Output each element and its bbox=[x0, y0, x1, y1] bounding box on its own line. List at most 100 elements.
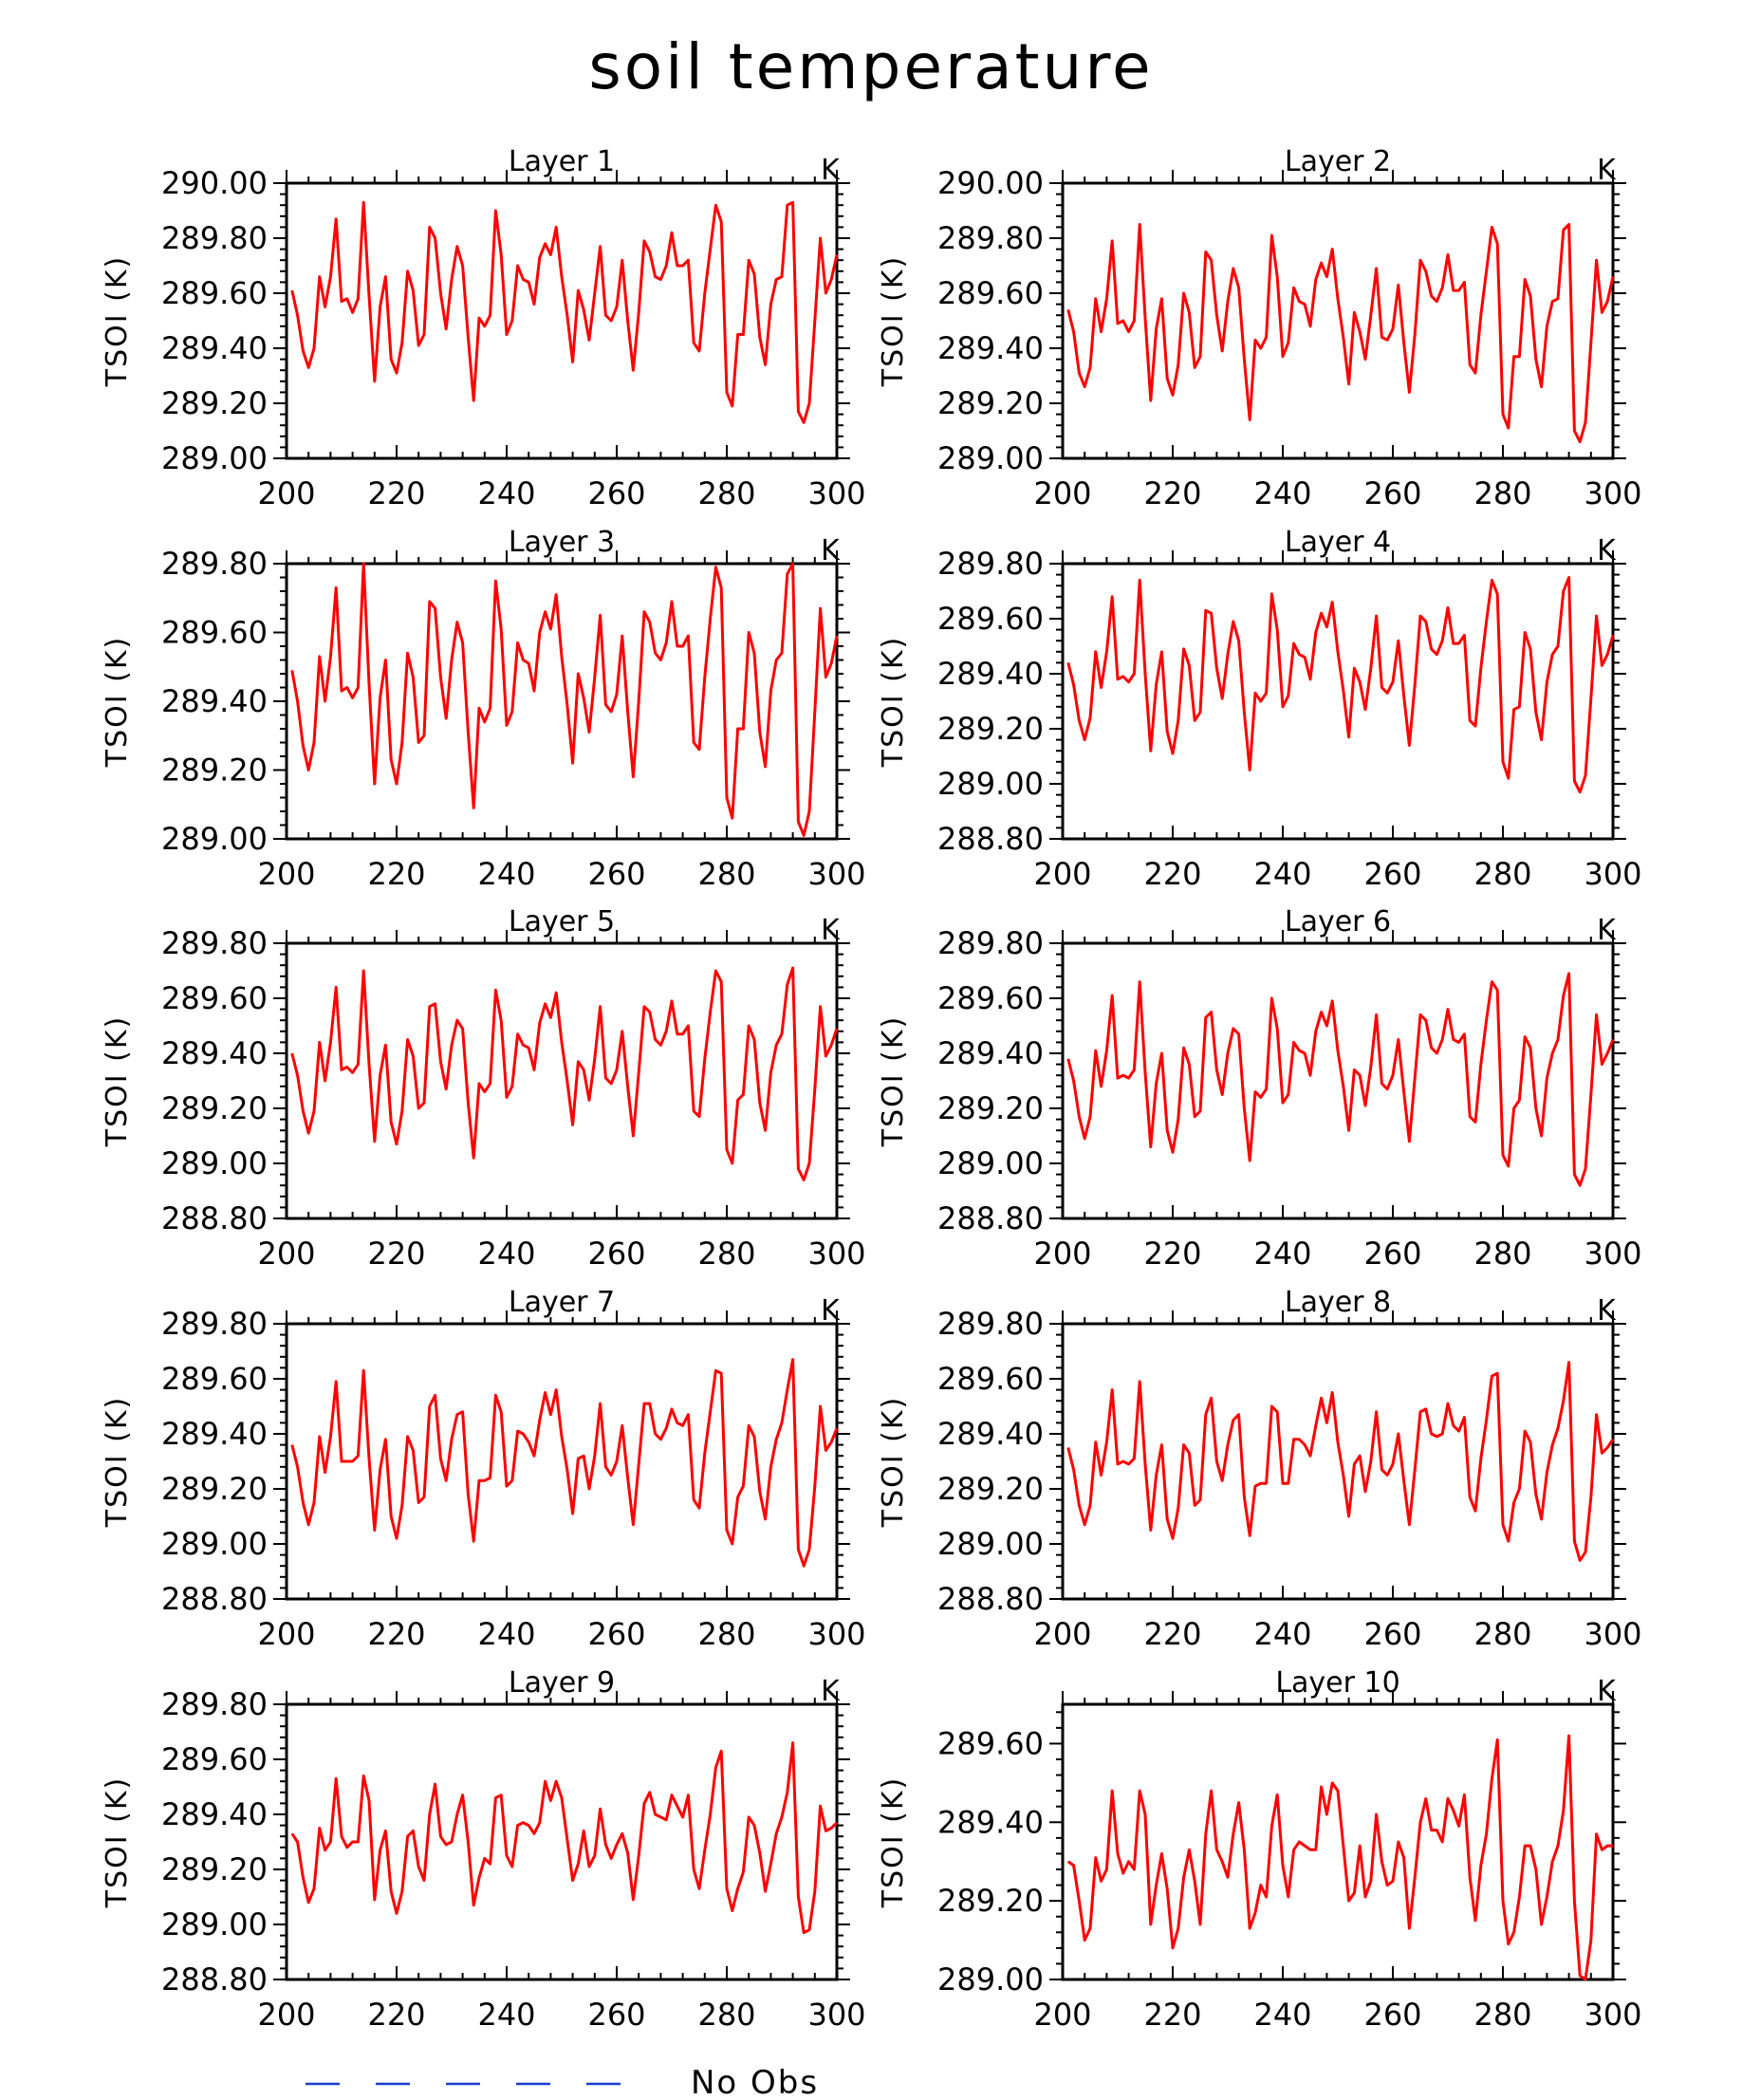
y-tick-label: 289.40 bbox=[161, 1796, 268, 1832]
x-tick-label: 280 bbox=[1473, 475, 1531, 511]
plot-frame bbox=[285, 1322, 839, 1601]
panel-title: Layer 5 bbox=[509, 905, 615, 938]
y-tick-label: 288.80 bbox=[937, 1200, 1044, 1236]
y-tick-label: 288.80 bbox=[937, 1581, 1044, 1617]
y-tick-label: 289.40 bbox=[161, 1416, 268, 1452]
x-tick-label: 300 bbox=[807, 1997, 865, 2033]
panel-layer-2: Layer 2 K 200 220 240 260 280 300 289.00 289.20 28… bbox=[877, 145, 1642, 511]
panel-layer-6: Layer 6 K 200 220 240 260 280 300 288.80 289.00 28… bbox=[877, 905, 1642, 1272]
x-tick-label: 300 bbox=[1584, 1616, 1641, 1652]
series-line bbox=[1066, 223, 1615, 444]
x-tick-label: 220 bbox=[1143, 1997, 1201, 2033]
x-tick-label: 200 bbox=[1033, 1997, 1091, 2033]
x-tick-label: 280 bbox=[1473, 1236, 1531, 1272]
y-tick-label: 288.80 bbox=[161, 1581, 268, 1617]
y-tick-label: 289.00 bbox=[937, 1145, 1044, 1181]
y-tick-label: 288.80 bbox=[161, 1200, 268, 1236]
y-axis-label: TSOI (K) bbox=[101, 1015, 134, 1147]
y-tick-label: 289.40 bbox=[937, 656, 1044, 692]
y-tick-label: 289.60 bbox=[161, 275, 268, 311]
panel-title: Layer 2 bbox=[1285, 145, 1391, 178]
x-tick-label: 280 bbox=[1473, 1616, 1531, 1652]
y-axis-label: TSOI (K) bbox=[877, 1776, 910, 1908]
y-tick-label: 289.00 bbox=[161, 1145, 268, 1181]
panel-title: Layer 3 bbox=[509, 526, 615, 559]
unit-label: K bbox=[1597, 534, 1617, 567]
unit-label: K bbox=[1597, 914, 1617, 947]
series-line bbox=[290, 200, 839, 424]
x-tick-label: 280 bbox=[697, 1616, 755, 1652]
y-axis-label: TSOI (K) bbox=[877, 255, 910, 387]
x-tick-label: 200 bbox=[257, 1236, 315, 1272]
x-tick-label: 260 bbox=[1363, 856, 1421, 892]
y-tick-label: 289.40 bbox=[937, 1035, 1044, 1071]
y-tick-label: 289.40 bbox=[161, 683, 268, 719]
plot-frame bbox=[285, 181, 839, 460]
x-tick-label: 300 bbox=[807, 1616, 865, 1652]
legend-label: No Obs bbox=[691, 2064, 819, 2100]
x-tick-label: 200 bbox=[1033, 1236, 1091, 1272]
x-tick-label: 240 bbox=[477, 1616, 535, 1652]
y-tick-label: 288.80 bbox=[937, 821, 1044, 857]
x-tick-label: 300 bbox=[1584, 1997, 1641, 2033]
panel-title: Layer 8 bbox=[1285, 1286, 1391, 1319]
y-tick-label: 289.80 bbox=[161, 1686, 268, 1722]
y-tick-label: 289.40 bbox=[937, 1804, 1044, 1840]
plot-frame bbox=[1061, 1322, 1615, 1601]
y-tick-label: 289.60 bbox=[161, 980, 268, 1016]
panel-title: Layer 4 bbox=[1285, 526, 1391, 559]
y-tick-label: 289.00 bbox=[937, 1961, 1044, 1998]
y-tick-label: 289.00 bbox=[937, 1526, 1044, 1562]
panel-title: Layer 10 bbox=[1275, 1666, 1399, 1700]
x-tick-label: 220 bbox=[367, 856, 425, 892]
y-tick-label: 289.20 bbox=[937, 1883, 1044, 1919]
y-tick-label: 289.60 bbox=[161, 1741, 268, 1777]
x-tick-label: 280 bbox=[697, 475, 755, 511]
series-line bbox=[290, 966, 839, 1181]
x-tick-label: 280 bbox=[697, 856, 755, 892]
series-line bbox=[290, 1741, 839, 1935]
x-tick-label: 300 bbox=[1584, 475, 1641, 511]
x-tick-label: 200 bbox=[1033, 475, 1091, 511]
x-tick-label: 260 bbox=[1363, 1616, 1421, 1652]
x-tick-label: 260 bbox=[587, 1236, 645, 1272]
plot-frame bbox=[1061, 941, 1615, 1220]
y-tick-label: 289.20 bbox=[937, 385, 1044, 421]
y-axis-label: TSOI (K) bbox=[101, 255, 134, 387]
x-tick-label: 260 bbox=[587, 856, 645, 892]
y-tick-label: 290.00 bbox=[161, 165, 268, 201]
figure-title: soil temperature bbox=[588, 30, 1153, 103]
y-tick-label: 289.60 bbox=[161, 615, 268, 651]
panel-layer-4: Layer 4 K 200 220 240 260 280 300 288.80 289.00 28… bbox=[877, 526, 1642, 892]
x-tick-label: 240 bbox=[477, 1997, 535, 2033]
unit-label: K bbox=[1597, 1675, 1617, 1708]
x-tick-label: 280 bbox=[1473, 1997, 1531, 2033]
unit-label: K bbox=[821, 534, 841, 567]
x-tick-label: 240 bbox=[477, 856, 535, 892]
x-tick-label: 260 bbox=[587, 1616, 645, 1652]
x-tick-label: 260 bbox=[587, 1997, 645, 2033]
y-tick-label: 289.60 bbox=[937, 980, 1044, 1016]
y-tick-label: 289.00 bbox=[937, 440, 1044, 476]
x-tick-label: 220 bbox=[1143, 475, 1201, 511]
unit-label: K bbox=[821, 914, 841, 947]
series-line bbox=[1066, 972, 1615, 1187]
y-tick-label: 289.20 bbox=[161, 1090, 268, 1126]
x-tick-label: 260 bbox=[587, 475, 645, 511]
x-tick-label: 200 bbox=[257, 1997, 315, 2033]
x-tick-label: 300 bbox=[1584, 856, 1641, 892]
y-tick-label: 289.00 bbox=[161, 1906, 268, 1942]
panel-title: Layer 1 bbox=[509, 145, 615, 178]
panel-layer-7: Layer 7 K 200 220 240 260 280 300 288.80 289.00 28… bbox=[101, 1286, 866, 1652]
x-tick-label: 300 bbox=[807, 1236, 865, 1272]
legend: No Obs bbox=[306, 2064, 819, 2100]
x-tick-label: 220 bbox=[1143, 1616, 1201, 1652]
y-tick-label: 289.60 bbox=[161, 1361, 268, 1397]
x-tick-label: 240 bbox=[1253, 856, 1311, 892]
x-tick-label: 220 bbox=[367, 1997, 425, 2033]
x-tick-label: 280 bbox=[697, 1236, 755, 1272]
unit-label: K bbox=[821, 1675, 841, 1708]
series-line bbox=[1066, 1734, 1613, 1981]
